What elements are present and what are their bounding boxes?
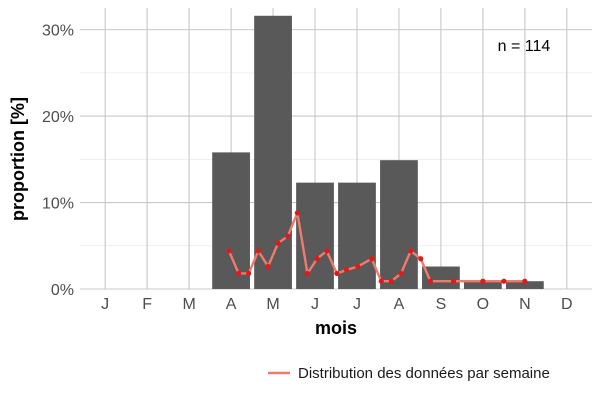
weekly-line bbox=[226, 210, 528, 284]
x-tick-label: N bbox=[519, 296, 531, 313]
weekly-point bbox=[255, 248, 261, 254]
weekly-point bbox=[324, 248, 330, 254]
weekly-point bbox=[285, 233, 291, 239]
y-tick-label: 30% bbox=[42, 23, 74, 40]
bar bbox=[338, 182, 376, 289]
weekly-point bbox=[246, 270, 252, 277]
weekly-point bbox=[294, 210, 300, 216]
weekly-point bbox=[226, 248, 232, 254]
weekly-point bbox=[378, 278, 384, 284]
bar bbox=[296, 182, 334, 289]
weekly-point bbox=[450, 278, 457, 284]
x-tick-label: F bbox=[142, 296, 152, 313]
x-tick-label: J bbox=[311, 296, 319, 313]
y-tick-label: 10% bbox=[42, 196, 74, 213]
bar bbox=[380, 160, 418, 289]
weekly-point bbox=[408, 248, 414, 254]
weekly-point bbox=[314, 256, 320, 262]
weekly-point bbox=[355, 263, 361, 270]
x-axis-title: mois bbox=[315, 318, 357, 338]
y-tick-label: 20% bbox=[42, 109, 74, 126]
y-axis-title: proportion [%] bbox=[8, 97, 28, 221]
weekly-point bbox=[265, 263, 271, 270]
weekly-point bbox=[480, 278, 486, 284]
x-tick-label: M bbox=[266, 296, 279, 313]
bar bbox=[254, 15, 292, 290]
x-tick-label: A bbox=[226, 296, 237, 313]
x-tick-label: O bbox=[477, 296, 489, 313]
y-tick-label: 0% bbox=[51, 282, 74, 299]
x-tick-label: M bbox=[182, 296, 195, 313]
weekly-point bbox=[275, 240, 281, 246]
weekly-point bbox=[501, 278, 507, 284]
x-tick-label: S bbox=[436, 296, 447, 313]
weekly-point bbox=[343, 267, 350, 273]
x-tick-label: A bbox=[394, 296, 405, 313]
x-tick-label: D bbox=[561, 296, 573, 313]
bar bbox=[212, 152, 250, 289]
x-tick-label: J bbox=[353, 296, 361, 313]
weekly-point bbox=[398, 270, 404, 277]
y-axis-ticks: 0% 10% 20% 30% bbox=[42, 23, 74, 299]
legend-label: Distribution des données par semaine bbox=[298, 365, 550, 382]
weekly-point bbox=[334, 270, 340, 277]
bar bbox=[505, 281, 544, 289]
weekly-point bbox=[522, 278, 528, 284]
legend: Distribution des données par semaine bbox=[268, 365, 550, 382]
x-tick-label: J bbox=[101, 296, 109, 313]
sample-size-annotation: n = 114 bbox=[498, 38, 551, 55]
weekly-point bbox=[427, 278, 434, 284]
bars bbox=[212, 15, 544, 290]
weekly-point bbox=[388, 278, 394, 284]
bar bbox=[464, 281, 502, 289]
weekly-point bbox=[304, 270, 311, 277]
weekly-point bbox=[418, 256, 424, 262]
weekly-point bbox=[369, 256, 375, 262]
weekly-point bbox=[236, 270, 242, 277]
